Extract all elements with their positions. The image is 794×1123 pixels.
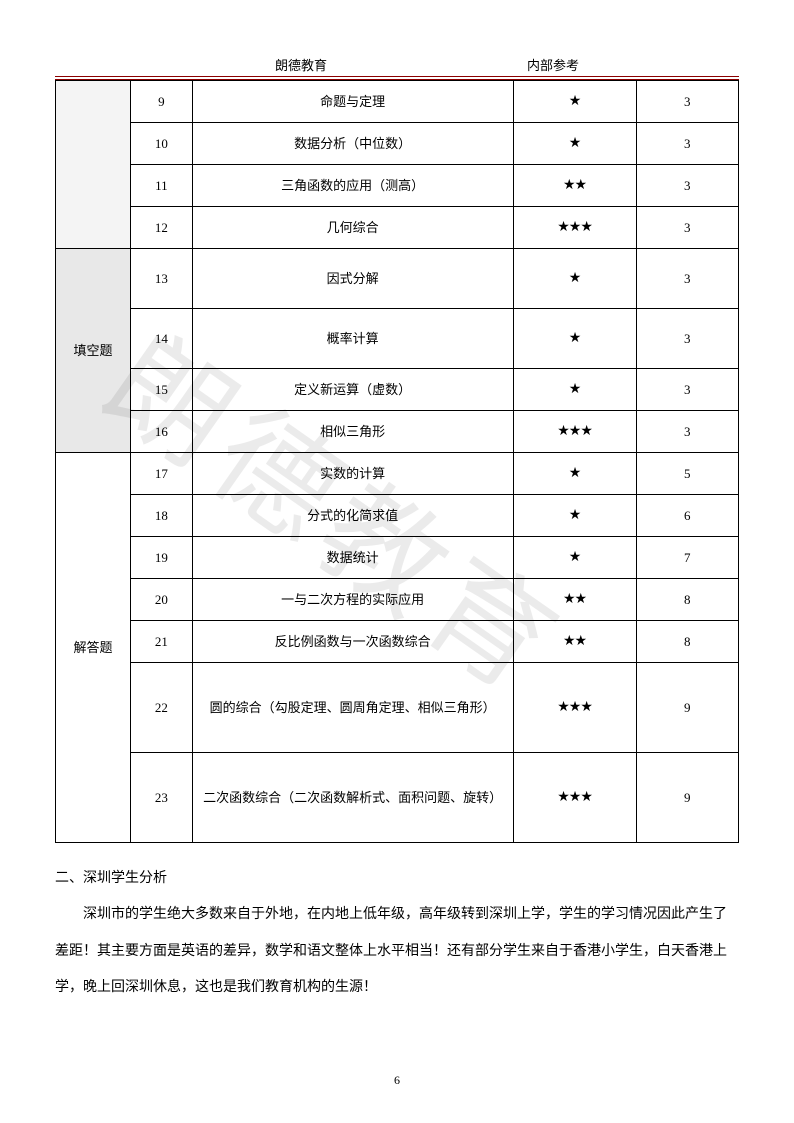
- question-number: 16: [131, 411, 192, 453]
- header-left: 朗德教育: [55, 55, 427, 74]
- question-number: 18: [131, 495, 192, 537]
- section-label: 解答题: [56, 453, 131, 843]
- question-score: 6: [636, 495, 738, 537]
- table-row: 22圆的综合（勾股定理、圆周角定理、相似三角形）★★★9: [56, 663, 739, 753]
- table-row: 12几何综合★★★3: [56, 207, 739, 249]
- question-score: 3: [636, 369, 738, 411]
- table-row: 10数据分析（中位数）★3: [56, 123, 739, 165]
- question-score: 5: [636, 453, 738, 495]
- topic-table: 9命题与定理★310数据分析（中位数）★311三角函数的应用（测高）★★312几…: [55, 80, 739, 843]
- section-label: [56, 81, 131, 249]
- analysis-paragraph: 深圳市的学生绝大多数来自于外地，在内地上低年级，高年级转到深圳上学，学生的学习情…: [55, 897, 739, 1006]
- page-number: 6: [0, 1073, 794, 1088]
- table-row: 15定义新运算（虚数）★3: [56, 369, 739, 411]
- difficulty-stars: ★: [513, 537, 636, 579]
- question-score: 9: [636, 663, 738, 753]
- question-score: 3: [636, 165, 738, 207]
- table-row: 填空题13因式分解★3: [56, 249, 739, 309]
- difficulty-stars: ★: [513, 123, 636, 165]
- difficulty-stars: ★★★: [513, 663, 636, 753]
- table-row: 20一与二次方程的实际应用★★8: [56, 579, 739, 621]
- question-topic: 反比例函数与一次函数综合: [192, 621, 513, 663]
- question-topic: 二次函数综合（二次函数解析式、面积问题、旋转）: [192, 753, 513, 843]
- question-number: 20: [131, 579, 192, 621]
- question-number: 12: [131, 207, 192, 249]
- page: 朗德教育 朗德教育 内部参考 9命题与定理★310数据分析（中位数）★311三角…: [0, 0, 794, 1123]
- question-score: 7: [636, 537, 738, 579]
- table-row: 19数据统计★7: [56, 537, 739, 579]
- question-score: 3: [636, 81, 738, 123]
- question-topic: 数据分析（中位数）: [192, 123, 513, 165]
- question-number: 17: [131, 453, 192, 495]
- question-topic: 几何综合: [192, 207, 513, 249]
- table-row: 23二次函数综合（二次函数解析式、面积问题、旋转）★★★9: [56, 753, 739, 843]
- table-row: 16相似三角形★★★3: [56, 411, 739, 453]
- question-number: 14: [131, 309, 192, 369]
- question-number: 11: [131, 165, 192, 207]
- question-topic: 命题与定理: [192, 81, 513, 123]
- question-number: 21: [131, 621, 192, 663]
- question-number: 10: [131, 123, 192, 165]
- question-score: 9: [636, 753, 738, 843]
- question-score: 3: [636, 207, 738, 249]
- question-topic: 三角函数的应用（测高）: [192, 165, 513, 207]
- difficulty-stars: ★: [513, 81, 636, 123]
- table-row: 21反比例函数与一次函数综合★★8: [56, 621, 739, 663]
- question-score: 8: [636, 621, 738, 663]
- question-topic: 定义新运算（虚数）: [192, 369, 513, 411]
- question-score: 3: [636, 123, 738, 165]
- difficulty-stars: ★: [513, 369, 636, 411]
- page-header: 朗德教育 内部参考: [55, 55, 739, 80]
- question-number: 22: [131, 663, 192, 753]
- table-row: 9命题与定理★3: [56, 81, 739, 123]
- table-row: 11三角函数的应用（测高）★★3: [56, 165, 739, 207]
- question-topic: 一与二次方程的实际应用: [192, 579, 513, 621]
- question-score: 8: [636, 579, 738, 621]
- difficulty-stars: ★: [513, 249, 636, 309]
- question-topic: 圆的综合（勾股定理、圆周角定理、相似三角形）: [192, 663, 513, 753]
- question-number: 15: [131, 369, 192, 411]
- section-label: 填空题: [56, 249, 131, 453]
- analysis-heading: 二、深圳学生分析: [55, 861, 739, 897]
- question-topic: 数据统计: [192, 537, 513, 579]
- question-topic: 相似三角形: [192, 411, 513, 453]
- question-number: 19: [131, 537, 192, 579]
- question-topic: 因式分解: [192, 249, 513, 309]
- difficulty-stars: ★: [513, 453, 636, 495]
- difficulty-stars: ★★★: [513, 411, 636, 453]
- question-score: 3: [636, 249, 738, 309]
- analysis-section: 二、深圳学生分析 深圳市的学生绝大多数来自于外地，在内地上低年级，高年级转到深圳…: [55, 861, 739, 1007]
- header-right: 内部参考: [427, 55, 739, 74]
- table-row: 18分式的化简求值★6: [56, 495, 739, 537]
- difficulty-stars: ★★: [513, 165, 636, 207]
- question-score: 3: [636, 309, 738, 369]
- difficulty-stars: ★: [513, 495, 636, 537]
- difficulty-stars: ★★: [513, 621, 636, 663]
- question-topic: 概率计算: [192, 309, 513, 369]
- difficulty-stars: ★★★: [513, 207, 636, 249]
- question-number: 23: [131, 753, 192, 843]
- question-topic: 实数的计算: [192, 453, 513, 495]
- question-number: 9: [131, 81, 192, 123]
- table-row: 解答题17实数的计算★5: [56, 453, 739, 495]
- table-row: 14概率计算★3: [56, 309, 739, 369]
- difficulty-stars: ★★★: [513, 753, 636, 843]
- question-topic: 分式的化简求值: [192, 495, 513, 537]
- question-score: 3: [636, 411, 738, 453]
- difficulty-stars: ★★: [513, 579, 636, 621]
- difficulty-stars: ★: [513, 309, 636, 369]
- question-number: 13: [131, 249, 192, 309]
